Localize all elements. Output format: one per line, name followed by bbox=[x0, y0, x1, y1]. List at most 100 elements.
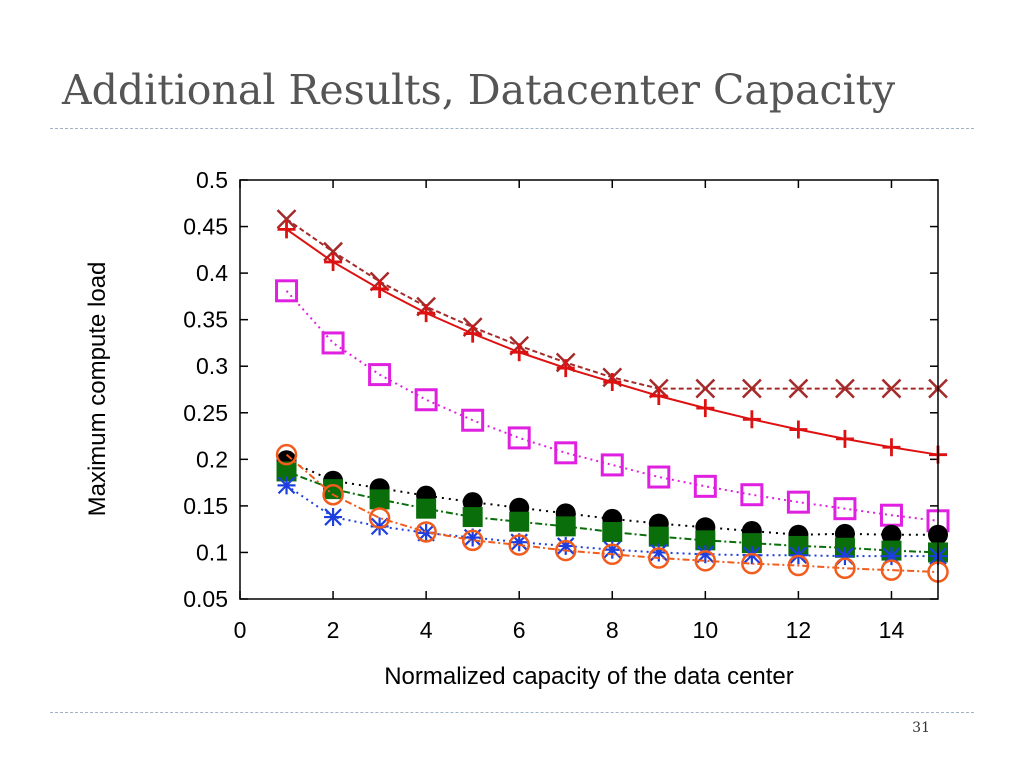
data-point-filled-circle-marker bbox=[881, 524, 902, 545]
data-point-square-marker bbox=[600, 453, 624, 477]
data-point-plus-marker bbox=[835, 429, 854, 448]
data-point-square-marker bbox=[368, 363, 392, 387]
x-tick-label: 6 bbox=[513, 617, 526, 643]
data-point-plus-marker bbox=[742, 410, 761, 429]
series-line bbox=[285, 453, 939, 573]
series-plus bbox=[277, 220, 947, 464]
y-tick-label: 0.35 bbox=[183, 307, 228, 333]
y-tick-label: 0.2 bbox=[196, 446, 228, 472]
data-point-square-marker bbox=[554, 441, 578, 465]
data-point-filled-square-marker bbox=[741, 533, 762, 554]
y-tick-label: 0.3 bbox=[196, 353, 228, 379]
data-point-circle-marker bbox=[787, 554, 810, 577]
data-point-filled-square-marker bbox=[648, 526, 669, 547]
footer-divider bbox=[50, 712, 974, 713]
x-tick-label: 10 bbox=[693, 617, 719, 643]
data-point-square-marker bbox=[414, 388, 438, 412]
data-point-circle-marker bbox=[554, 539, 577, 562]
y-tick-label: 0.15 bbox=[183, 493, 228, 519]
series-x bbox=[276, 209, 948, 399]
y-axis-label: Maximum compute load bbox=[84, 262, 111, 517]
data-point-circle-marker bbox=[322, 483, 344, 506]
data-point-asterisk-marker bbox=[510, 533, 529, 552]
data-point-circle-marker bbox=[601, 543, 624, 566]
data-point-circle-marker bbox=[880, 559, 903, 581]
data-point-plus-marker bbox=[882, 438, 901, 457]
data-point-asterisk-marker bbox=[324, 508, 343, 527]
data-point-circle-marker bbox=[415, 521, 437, 543]
data-point-square-marker bbox=[833, 497, 857, 521]
data-point-square-marker bbox=[647, 465, 671, 489]
data-point-x-marker bbox=[741, 378, 762, 399]
data-point-asterisk-marker bbox=[835, 547, 854, 566]
y-tick-label: 0.45 bbox=[183, 214, 228, 240]
data-point-plus-marker bbox=[603, 373, 622, 392]
data-point-circle-marker bbox=[275, 443, 298, 466]
data-point-square-marker bbox=[693, 474, 717, 498]
data-point-plus-marker bbox=[417, 304, 436, 323]
data-point-x-marker bbox=[276, 209, 297, 229]
data-point-plus-marker bbox=[789, 420, 808, 439]
data-point-asterisk-marker bbox=[463, 528, 482, 547]
series-line bbox=[285, 228, 939, 456]
slide-title: Additional Results, Datacenter Capacity bbox=[62, 66, 896, 114]
page-number: 31 bbox=[912, 720, 930, 736]
data-point-plus-marker bbox=[696, 399, 715, 418]
plot-frame bbox=[239, 179, 939, 600]
data-point-x-marker bbox=[788, 378, 809, 399]
data-point-circle-marker bbox=[694, 550, 717, 572]
data-point-plus-marker bbox=[370, 279, 389, 298]
data-point-circle-marker bbox=[461, 529, 484, 552]
data-point-asterisk-marker bbox=[603, 540, 622, 559]
y-tick-label: 0.5 bbox=[196, 167, 228, 193]
x-tick-label: 0 bbox=[234, 617, 247, 643]
data-point-filled-square-marker bbox=[602, 521, 623, 542]
x-tick-label: 12 bbox=[786, 617, 812, 643]
y-tick-label: 0.1 bbox=[196, 539, 228, 565]
data-point-square-marker bbox=[786, 490, 810, 514]
data-point-asterisk-marker bbox=[649, 543, 668, 562]
data-point-filled-square-marker bbox=[323, 479, 344, 500]
data-point-plus-marker bbox=[277, 220, 296, 239]
y-tick-label: 0.4 bbox=[196, 260, 228, 286]
data-point-square-marker bbox=[740, 483, 764, 507]
data-point-filled-square-marker bbox=[369, 489, 390, 510]
data-point-asterisk-marker bbox=[696, 545, 715, 564]
title-divider bbox=[50, 128, 974, 129]
data-point-circle-marker bbox=[834, 557, 856, 580]
data-point-filled-square-marker bbox=[509, 511, 530, 532]
data-point-circle-marker bbox=[741, 552, 763, 575]
data-point-square-marker bbox=[461, 408, 485, 432]
data-point-plus-marker bbox=[556, 359, 575, 378]
x-tick-label: 4 bbox=[420, 617, 433, 643]
data-point-plus-marker bbox=[510, 343, 529, 362]
data-point-plus-marker bbox=[649, 387, 668, 406]
data-point-square-marker bbox=[321, 331, 345, 355]
data-point-plus-marker bbox=[324, 252, 343, 271]
x-tick-label: 8 bbox=[606, 617, 619, 643]
data-point-square-marker bbox=[507, 426, 531, 450]
data-point-asterisk-marker bbox=[556, 536, 575, 555]
data-point-circle-marker bbox=[648, 547, 670, 569]
data-point-filled-square-marker bbox=[555, 516, 576, 537]
data-point-asterisk-marker bbox=[277, 476, 296, 495]
x-axis-label: Normalized capacity of the data center bbox=[384, 663, 794, 690]
tick-labels: 0 2 4 6 8 10 12 14 0.05 0.1 0.15 0.2 0.25 0.3 0.35 0.4 0… bbox=[183, 167, 904, 643]
data-point-circle-marker bbox=[368, 507, 391, 529]
data-point-circle-marker bbox=[508, 534, 530, 556]
data-point-x-marker bbox=[835, 378, 855, 399]
data-point-x-marker bbox=[881, 378, 902, 399]
series-open-circle bbox=[275, 443, 949, 583]
data-point-filled-square-marker bbox=[462, 507, 483, 528]
data-point-filled-square-marker bbox=[276, 461, 297, 482]
data-point-x-marker bbox=[695, 378, 716, 399]
data-point-plus-marker bbox=[463, 324, 482, 343]
data-point-asterisk-marker bbox=[417, 523, 436, 542]
data-point-asterisk-marker bbox=[882, 547, 901, 566]
data-point-square-marker bbox=[275, 279, 299, 303]
y-tick-label: 0.05 bbox=[183, 586, 228, 612]
x-tick-label: 2 bbox=[327, 617, 340, 643]
y-tick-label: 0.25 bbox=[183, 400, 228, 426]
